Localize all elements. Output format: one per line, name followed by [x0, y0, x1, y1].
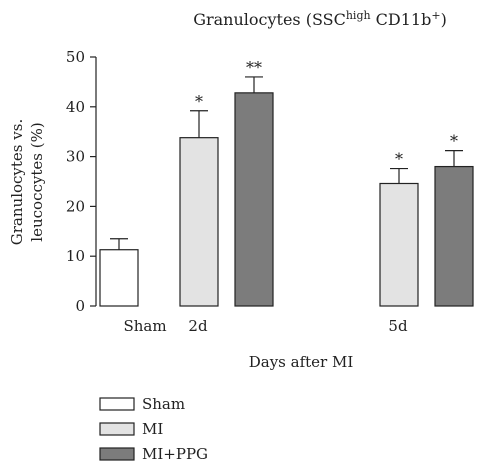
y-axis-label-line2: leucoccytes (%): [28, 122, 46, 241]
bar-sham-sham: [99, 249, 139, 307]
x-axis-label: Days after MI: [249, 353, 354, 371]
y-tick-label: 20: [66, 197, 85, 215]
legend-label: MI+PPG: [142, 445, 208, 463]
bar-mi-ppg-5d: [434, 165, 474, 307]
y-axis: 0 10 20 30 40 50: [66, 48, 97, 315]
y-tick-label: 30: [66, 148, 85, 166]
bar-mi-2d: [179, 137, 219, 307]
significance-marker: *: [195, 92, 203, 111]
y-tick-label: 50: [66, 48, 85, 66]
legend-swatch: [99, 422, 135, 436]
y-tick-label: 10: [66, 247, 85, 265]
legend-swatch: [99, 397, 135, 411]
legend-label: MI: [142, 420, 163, 438]
x-category-label: 5d: [388, 317, 408, 335]
x-category-label: 2d: [188, 317, 208, 335]
bar-mi-5d: [379, 182, 419, 307]
legend-swatch: [99, 447, 135, 461]
bar-mi-ppg-2d: [234, 92, 274, 307]
significance-marker: *: [395, 150, 403, 169]
legend: Sham MI MI+PPG: [99, 395, 208, 463]
bars: *****: [99, 58, 474, 307]
chart-title: Granulocytes (SSChigh CD11b+): [193, 9, 447, 29]
y-tick-label: 40: [66, 98, 85, 116]
x-categories: Sham 2d 5d: [123, 317, 408, 335]
x-category-label: Sham: [123, 317, 166, 335]
significance-marker: *: [450, 132, 458, 151]
y-tick-label: 0: [75, 297, 85, 315]
significance-marker: **: [246, 58, 262, 77]
y-axis-label-line1: Granulocytes vs.: [8, 119, 26, 245]
legend-label: Sham: [142, 395, 185, 413]
